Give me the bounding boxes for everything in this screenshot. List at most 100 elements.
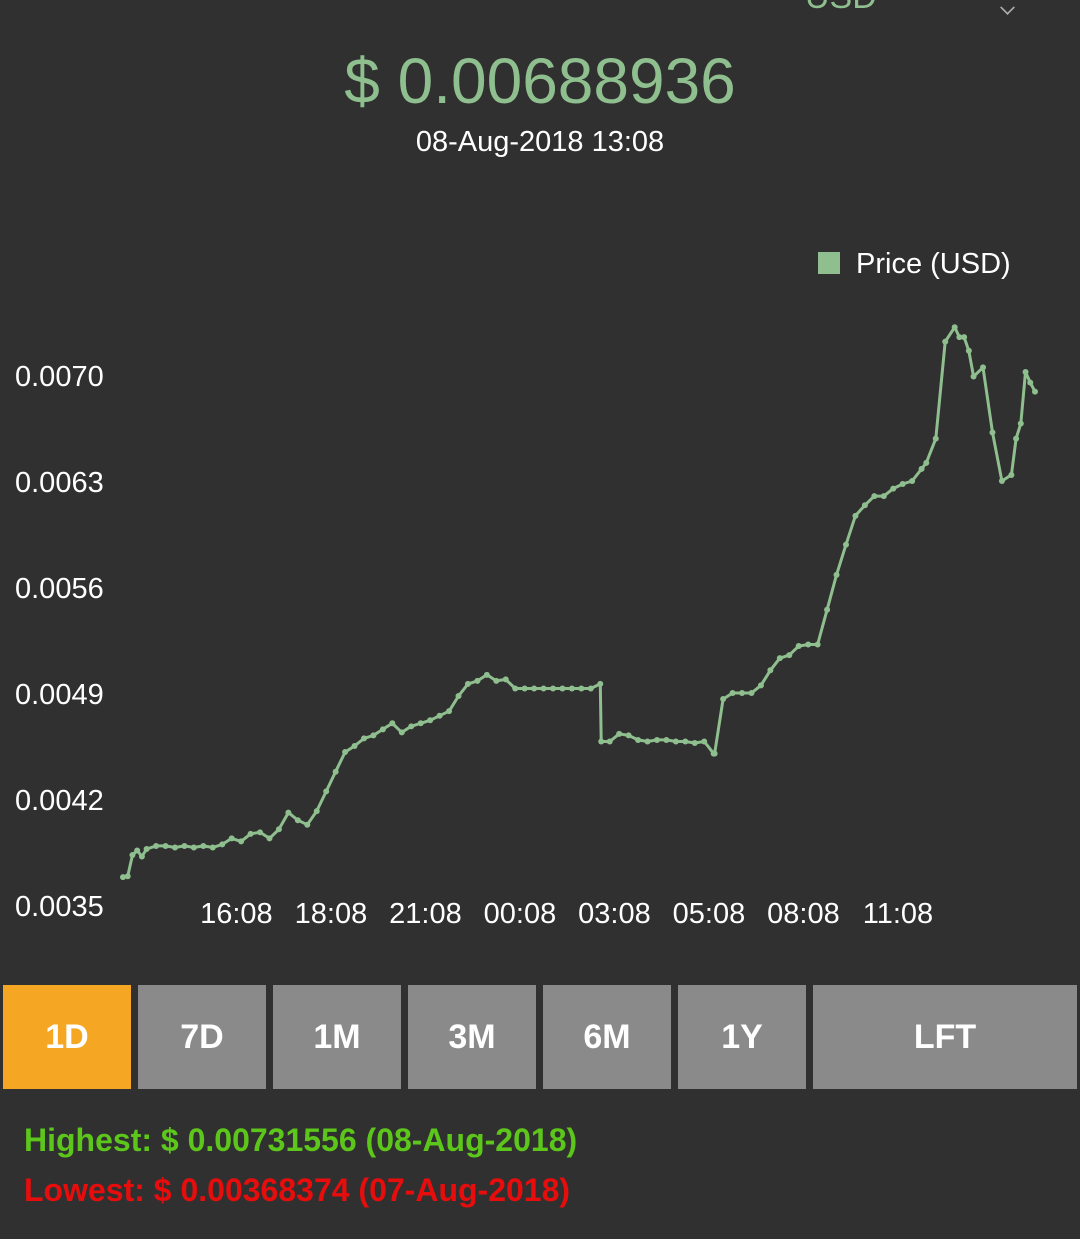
price-point[interactable]: [616, 730, 623, 737]
price-point[interactable]: [606, 738, 613, 745]
range-button-7d[interactable]: 7D: [138, 985, 266, 1089]
price-point[interactable]: [540, 685, 547, 692]
price-point[interactable]: [285, 809, 292, 816]
price-point[interactable]: [351, 743, 358, 749]
price-point[interactable]: [446, 708, 453, 715]
price-point[interactable]: [313, 808, 320, 815]
price-point[interactable]: [455, 693, 462, 700]
price-point[interactable]: [956, 334, 963, 341]
price-point[interactable]: [786, 652, 793, 659]
price-point[interactable]: [134, 847, 141, 854]
price-point[interactable]: [436, 712, 443, 719]
price-point[interactable]: [635, 736, 642, 743]
price-point[interactable]: [739, 690, 746, 696]
price-point[interactable]: [729, 690, 736, 696]
price-point[interactable]: [890, 485, 897, 492]
price-point[interactable]: [531, 685, 538, 692]
price-point[interactable]: [1008, 471, 1015, 478]
price-point[interactable]: [1013, 435, 1020, 442]
price-point[interactable]: [266, 835, 273, 842]
price-point[interactable]: [323, 788, 330, 795]
price-point[interactable]: [398, 729, 405, 736]
price-point[interactable]: [711, 750, 718, 757]
price-point[interactable]: [1032, 388, 1038, 395]
price-point[interactable]: [932, 435, 939, 442]
price-point[interactable]: [1022, 368, 1029, 375]
price-point[interactable]: [871, 493, 878, 500]
price-point[interactable]: [474, 677, 481, 684]
price-point[interactable]: [417, 720, 424, 727]
price-point[interactable]: [748, 690, 755, 696]
price-point[interactable]: [162, 842, 169, 849]
price-point[interactable]: [332, 768, 339, 775]
price-point[interactable]: [129, 852, 136, 859]
price-point[interactable]: [138, 853, 145, 860]
price-point[interactable]: [502, 676, 509, 683]
price-point[interactable]: [663, 736, 670, 743]
price-point[interactable]: [124, 873, 131, 880]
price-point[interactable]: [899, 481, 906, 488]
price-point[interactable]: [805, 641, 812, 648]
price-point[interactable]: [880, 493, 887, 500]
price-point[interactable]: [833, 571, 840, 578]
price-point[interactable]: [550, 685, 557, 692]
price-point[interactable]: [644, 738, 651, 745]
price-point[interactable]: [190, 844, 197, 851]
price-point[interactable]: [720, 696, 727, 703]
price-point[interactable]: [980, 364, 987, 371]
price-point[interactable]: [360, 735, 367, 742]
range-button-lft[interactable]: LFT: [813, 985, 1077, 1089]
price-point[interactable]: [342, 749, 349, 756]
price-point[interactable]: [568, 685, 575, 692]
price-point[interactable]: [842, 541, 849, 548]
price-point[interactable]: [275, 826, 282, 833]
price-point[interactable]: [379, 726, 386, 733]
range-button-3m[interactable]: 3M: [408, 985, 536, 1089]
price-point[interactable]: [171, 844, 178, 851]
price-point[interactable]: [559, 685, 566, 692]
price-point[interactable]: [701, 738, 708, 745]
price-point[interactable]: [587, 685, 594, 692]
price-point[interactable]: [209, 844, 216, 851]
range-button-1d[interactable]: 1D: [3, 985, 131, 1089]
price-point[interactable]: [370, 732, 377, 739]
price-point[interactable]: [578, 685, 585, 692]
price-point[interactable]: [493, 677, 500, 684]
price-point[interactable]: [257, 829, 264, 836]
price-point[interactable]: [219, 841, 226, 848]
price-point[interactable]: [653, 736, 660, 743]
price-point[interactable]: [961, 334, 968, 341]
price-chart[interactable]: 0.0035 0.0042 0.0049 0.0056 0.0063 0.0070 16:0…: [0, 230, 1080, 950]
price-point[interactable]: [767, 667, 774, 674]
range-button-6m[interactable]: 6M: [543, 985, 671, 1089]
price-point[interactable]: [294, 817, 301, 824]
price-point[interactable]: [918, 465, 925, 472]
price-point[interactable]: [389, 720, 396, 727]
currency-select[interactable]: USD: [805, 0, 877, 17]
price-point[interactable]: [625, 732, 632, 739]
chevron-down-icon[interactable]: [1000, 0, 1015, 15]
price-point[interactable]: [776, 655, 783, 662]
price-point[interactable]: [757, 682, 764, 689]
price-point[interactable]: [597, 680, 604, 687]
price-point[interactable]: [247, 830, 254, 837]
price-point[interactable]: [942, 338, 949, 345]
price-point[interactable]: [998, 478, 1005, 484]
price-point[interactable]: [464, 680, 471, 687]
price-point[interactable]: [200, 842, 207, 849]
range-button-1m[interactable]: 1M: [273, 985, 401, 1089]
price-point[interactable]: [852, 512, 859, 519]
price-point[interactable]: [795, 643, 802, 650]
price-point[interactable]: [814, 641, 821, 648]
price-point[interactable]: [153, 842, 160, 849]
price-point[interactable]: [909, 478, 916, 484]
price-point[interactable]: [824, 606, 831, 613]
price-point[interactable]: [598, 738, 605, 745]
price-point[interactable]: [304, 821, 311, 828]
price-point[interactable]: [238, 838, 245, 845]
price-point[interactable]: [951, 324, 958, 331]
price-point[interactable]: [120, 874, 126, 881]
price-point[interactable]: [861, 502, 868, 509]
price-point[interactable]: [965, 347, 972, 354]
price-point[interactable]: [483, 671, 490, 678]
